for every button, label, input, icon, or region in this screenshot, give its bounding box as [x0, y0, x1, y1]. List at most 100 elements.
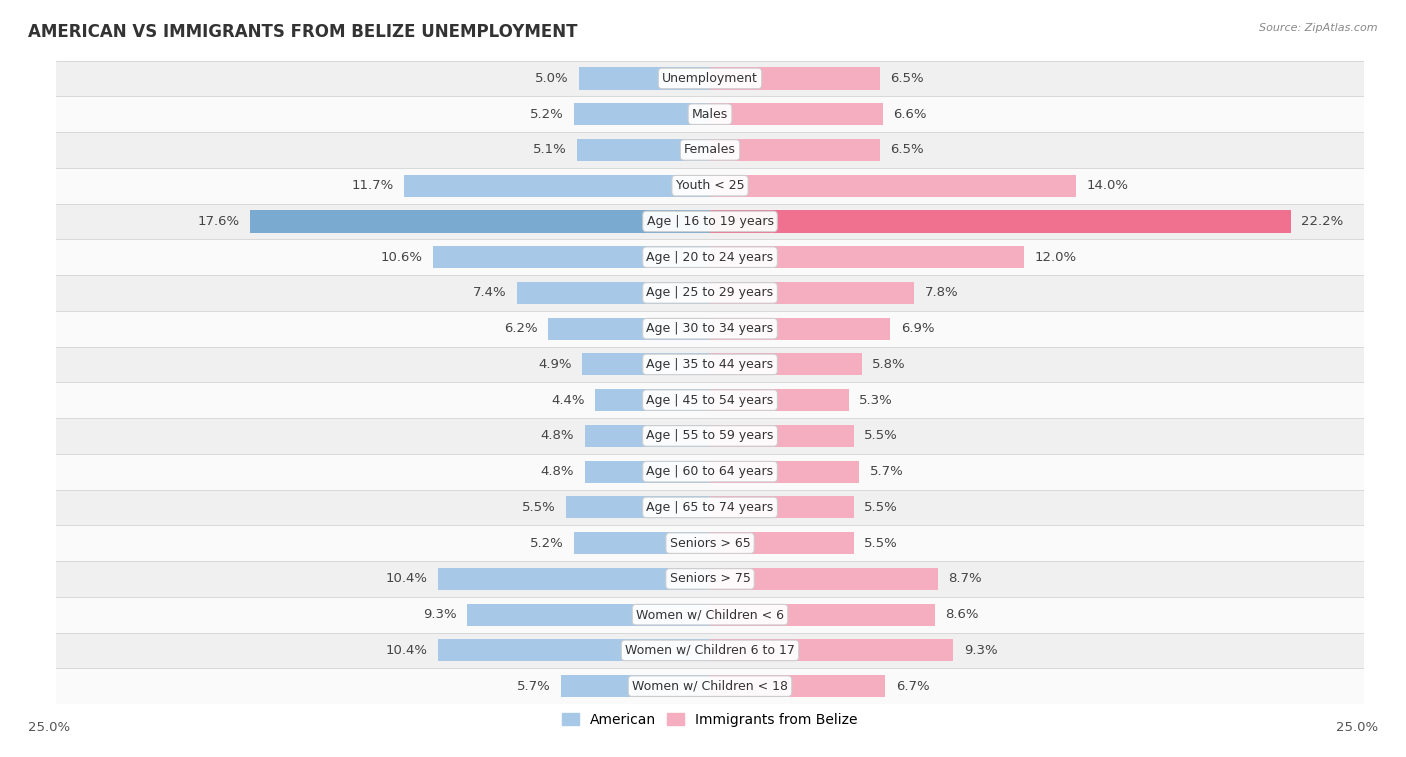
Text: 5.5%: 5.5% — [522, 501, 555, 514]
Text: 4.9%: 4.9% — [538, 358, 571, 371]
Bar — [710, 318, 890, 340]
Text: 5.5%: 5.5% — [865, 501, 898, 514]
Bar — [710, 103, 883, 125]
Bar — [433, 246, 710, 268]
Text: 7.8%: 7.8% — [925, 286, 957, 300]
Text: Age | 60 to 64 years: Age | 60 to 64 years — [647, 465, 773, 478]
Text: 4.8%: 4.8% — [540, 429, 574, 442]
Text: Age | 25 to 29 years: Age | 25 to 29 years — [647, 286, 773, 300]
Text: 12.0%: 12.0% — [1035, 251, 1077, 263]
Text: 10.4%: 10.4% — [385, 572, 427, 585]
Bar — [56, 96, 1364, 132]
Text: 6.5%: 6.5% — [890, 143, 924, 157]
Text: 5.7%: 5.7% — [869, 465, 903, 478]
Text: Age | 35 to 44 years: Age | 35 to 44 years — [647, 358, 773, 371]
Bar — [710, 532, 853, 554]
Text: 5.1%: 5.1% — [533, 143, 567, 157]
Bar — [404, 175, 710, 197]
Text: 6.6%: 6.6% — [893, 107, 927, 120]
Bar — [710, 389, 849, 411]
Text: 5.2%: 5.2% — [530, 107, 564, 120]
Text: 9.3%: 9.3% — [423, 608, 457, 621]
Bar — [56, 347, 1364, 382]
Text: 5.7%: 5.7% — [517, 680, 551, 693]
Bar — [710, 210, 1291, 232]
Bar — [710, 497, 853, 519]
Text: Females: Females — [685, 143, 735, 157]
Bar — [56, 382, 1364, 418]
Bar — [574, 532, 710, 554]
Bar — [585, 460, 710, 483]
Text: 4.8%: 4.8% — [540, 465, 574, 478]
Bar — [710, 354, 862, 375]
Bar — [56, 168, 1364, 204]
Text: 5.0%: 5.0% — [536, 72, 569, 85]
Text: Seniors > 65: Seniors > 65 — [669, 537, 751, 550]
Bar — [56, 453, 1364, 490]
Text: Youth < 25: Youth < 25 — [676, 179, 744, 192]
Bar — [710, 175, 1076, 197]
Bar — [439, 568, 710, 590]
Bar — [250, 210, 710, 232]
Text: Age | 45 to 54 years: Age | 45 to 54 years — [647, 394, 773, 407]
Bar — [467, 603, 710, 626]
Text: 10.4%: 10.4% — [385, 644, 427, 657]
Bar — [56, 204, 1364, 239]
Text: 25.0%: 25.0% — [28, 721, 70, 734]
Bar — [516, 282, 710, 304]
Text: Unemployment: Unemployment — [662, 72, 758, 85]
Text: 11.7%: 11.7% — [352, 179, 394, 192]
Text: 5.2%: 5.2% — [530, 537, 564, 550]
Bar — [579, 67, 710, 89]
Bar — [595, 389, 710, 411]
Bar — [710, 246, 1024, 268]
Bar — [567, 497, 710, 519]
Text: Women w/ Children 6 to 17: Women w/ Children 6 to 17 — [626, 644, 794, 657]
Bar — [56, 239, 1364, 275]
Text: 9.3%: 9.3% — [963, 644, 997, 657]
Bar — [710, 460, 859, 483]
Bar — [576, 139, 710, 161]
Text: Age | 30 to 34 years: Age | 30 to 34 years — [647, 322, 773, 335]
Text: 6.9%: 6.9% — [901, 322, 935, 335]
Text: 17.6%: 17.6% — [197, 215, 239, 228]
Bar — [582, 354, 710, 375]
Text: 8.7%: 8.7% — [948, 572, 981, 585]
Bar — [56, 418, 1364, 453]
Bar — [56, 633, 1364, 668]
Bar — [710, 425, 853, 447]
Bar — [56, 311, 1364, 347]
Text: Males: Males — [692, 107, 728, 120]
Text: 25.0%: 25.0% — [1336, 721, 1378, 734]
Bar — [548, 318, 710, 340]
Text: Women w/ Children < 18: Women w/ Children < 18 — [633, 680, 787, 693]
Bar — [561, 675, 710, 697]
Bar — [56, 561, 1364, 597]
Bar — [585, 425, 710, 447]
Bar — [710, 675, 886, 697]
Text: Seniors > 75: Seniors > 75 — [669, 572, 751, 585]
Legend: American, Immigrants from Belize: American, Immigrants from Belize — [557, 707, 863, 733]
Text: 5.8%: 5.8% — [872, 358, 905, 371]
Bar — [710, 139, 880, 161]
Bar — [56, 275, 1364, 311]
Bar — [56, 668, 1364, 704]
Bar — [710, 67, 880, 89]
Text: 6.7%: 6.7% — [896, 680, 929, 693]
Text: Age | 16 to 19 years: Age | 16 to 19 years — [647, 215, 773, 228]
Text: Age | 20 to 24 years: Age | 20 to 24 years — [647, 251, 773, 263]
Text: 5.3%: 5.3% — [859, 394, 893, 407]
Text: 22.2%: 22.2% — [1301, 215, 1343, 228]
Bar — [56, 61, 1364, 96]
Text: Age | 65 to 74 years: Age | 65 to 74 years — [647, 501, 773, 514]
Text: 6.5%: 6.5% — [890, 72, 924, 85]
Text: 14.0%: 14.0% — [1087, 179, 1129, 192]
Bar — [439, 640, 710, 662]
Text: Age | 55 to 59 years: Age | 55 to 59 years — [647, 429, 773, 442]
Bar — [710, 603, 935, 626]
Bar — [56, 490, 1364, 525]
Text: 7.4%: 7.4% — [472, 286, 506, 300]
Text: 4.4%: 4.4% — [551, 394, 585, 407]
Text: 6.2%: 6.2% — [503, 322, 537, 335]
Bar — [710, 568, 938, 590]
